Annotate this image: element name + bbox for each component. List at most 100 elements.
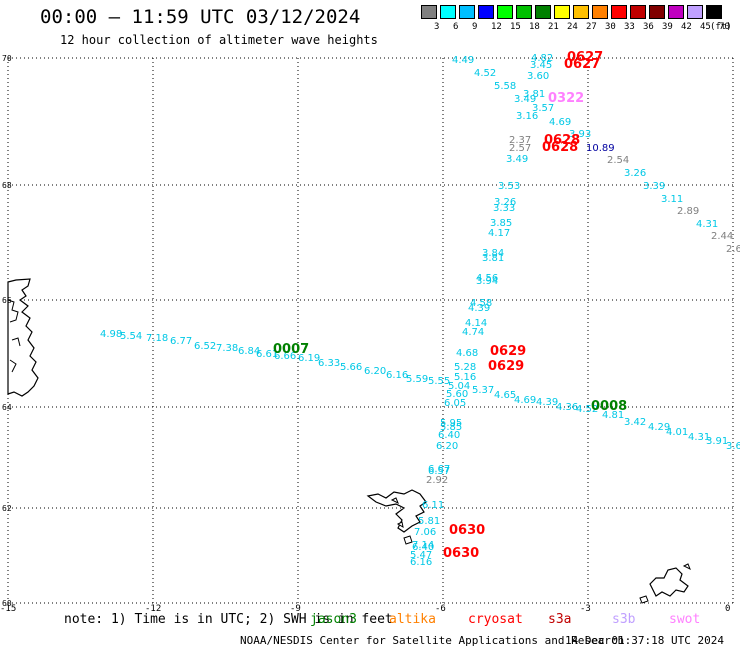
wave-height-label: 6.52: [194, 341, 216, 352]
generated-timestamp: 14 Dec 01:37:18 UTC 2024: [565, 634, 724, 647]
coastlines: [7, 278, 691, 604]
wave-height-label: 4.49: [452, 55, 474, 66]
wave-height-label: 6.77: [170, 336, 192, 347]
wave-height-label: 2.89: [677, 206, 699, 217]
wave-height-label: 6.11: [422, 500, 444, 511]
page-subtitle: 12 hour collection of altimeter wave hei…: [60, 33, 378, 47]
lon-label: -15: [0, 604, 16, 614]
pass-number-label: 0630: [443, 546, 479, 561]
wave-height-label: 6.05: [444, 398, 466, 409]
pass-number-label: 0007: [273, 342, 309, 357]
wave-height-label: 2.44: [711, 231, 733, 242]
legend-swatch: [573, 5, 589, 19]
wave-height-label: 3.33: [493, 203, 515, 214]
wave-height-label: 4.68: [456, 348, 478, 359]
wave-height-label: 6.57: [428, 466, 450, 477]
legend-swatch: [630, 5, 646, 19]
greenland-coast-detail: [7, 299, 21, 373]
wave-height-label: 3.39: [643, 181, 665, 192]
legend-label: 6: [453, 22, 459, 32]
wave-height-label: 6.84: [238, 346, 260, 357]
wave-height-label: 6.19: [298, 353, 320, 364]
lon-label: -6: [435, 604, 446, 614]
wave-height-label: 5.16: [454, 372, 476, 383]
wave-height-label: 4.65: [494, 390, 516, 401]
wave-height-label: 5.95: [440, 418, 462, 429]
wave-height-label: 3.84: [482, 248, 504, 259]
legend-label: 70: [719, 22, 730, 32]
legend-swatch: [497, 5, 513, 19]
legend-swatch: [611, 5, 627, 19]
wave-height-label: 3.91: [706, 436, 728, 447]
legend-label: 12: [491, 22, 502, 32]
wave-height-label: 5.47: [410, 550, 432, 561]
wave-height-label: 2.57: [509, 143, 531, 154]
lon-label: 0: [725, 604, 730, 614]
legend-label: 30: [605, 22, 616, 32]
pass-number-label: 0629: [490, 344, 526, 359]
wave-height-label: 3.81: [523, 89, 545, 100]
pass-number-label: 0322: [548, 91, 584, 106]
wave-height-label: 4.01: [666, 427, 688, 438]
wave-height-label: 4.58: [470, 298, 492, 309]
wave-height-label: 7.18: [146, 333, 168, 344]
lat-label: 60: [2, 599, 12, 608]
wave-height-label: 3.11: [661, 194, 683, 205]
greenland-coast: [7, 278, 39, 397]
legend-swatch: [706, 5, 722, 19]
axis-labels: 70 68 66 64 62 60-15 -12 -9 -6 -3 0: [0, 54, 730, 614]
wave-height-label: 6.20: [364, 366, 386, 377]
wave-height-label: 5.66: [340, 362, 362, 373]
pass-number-label: 0629: [488, 359, 524, 374]
lat-label: 62: [2, 504, 12, 513]
wave-height-label: 4.39: [468, 303, 490, 314]
lon-label: -3: [580, 604, 591, 614]
shetland-islets: [639, 563, 691, 604]
legend-label: 36: [643, 22, 654, 32]
satellite-name: s3a: [548, 612, 572, 627]
footer-note: note: 1) Time is in UTC; 2) SWH is in fe…: [64, 612, 393, 627]
wave-height-label: 2.37: [509, 135, 531, 146]
wave-height-label: 6.67: [428, 464, 450, 475]
wave-height-label: 5.54: [120, 331, 142, 342]
pass-number-label: 0627: [567, 50, 603, 65]
wave-height-label: 2.92: [426, 475, 448, 486]
wave-height-label: 7.14: [412, 540, 434, 551]
wave-height-label: 5.85: [440, 422, 462, 433]
legend-swatch: [687, 5, 703, 19]
legend-label: 18: [529, 22, 540, 32]
lat-label: 66: [2, 296, 12, 305]
wave-height-label: 4.36: [556, 402, 578, 413]
wave-height-label: 3.53: [498, 181, 520, 192]
wave-height-label: 3.16: [516, 111, 538, 122]
lon-label: -9: [290, 604, 301, 614]
wave-height-label: 5.04: [448, 381, 470, 392]
wave-height-label: 4.69: [514, 395, 536, 406]
legend-swatch: [592, 5, 608, 19]
legend-label: 24: [567, 22, 578, 32]
wave-height-label: 4.69: [549, 117, 571, 128]
wave-height-label: 6.61: [256, 349, 278, 360]
legend-label: 42: [681, 22, 692, 32]
wave-height-label: 3.57: [532, 103, 554, 114]
legend-swatch: [478, 5, 494, 19]
wave-height-label: 3.49: [506, 154, 528, 165]
wave-height-label: 6.33: [318, 358, 340, 369]
legend-swatch: [516, 5, 532, 19]
lat-label: 70: [2, 54, 12, 63]
legend-swatch: [535, 5, 551, 19]
lat-label: 68: [2, 181, 12, 190]
wave-height-label: 4.98: [100, 329, 122, 340]
wave-height-label: 6.16: [386, 370, 408, 381]
wave-height-label: 4.81: [602, 410, 624, 421]
wave-height-label: 3.26: [494, 197, 516, 208]
lon-label: -12: [145, 604, 161, 614]
wave-height-label: 3.60: [527, 71, 549, 82]
satellite-name: s3b: [612, 612, 636, 627]
wave-height-label: 4.39: [536, 397, 558, 408]
wave-height-label: 3.45: [530, 60, 552, 71]
page-title: 00:00 – 11:59 UTC 03/12/2024: [40, 6, 361, 28]
wave-height-label: 5.37: [472, 385, 494, 396]
